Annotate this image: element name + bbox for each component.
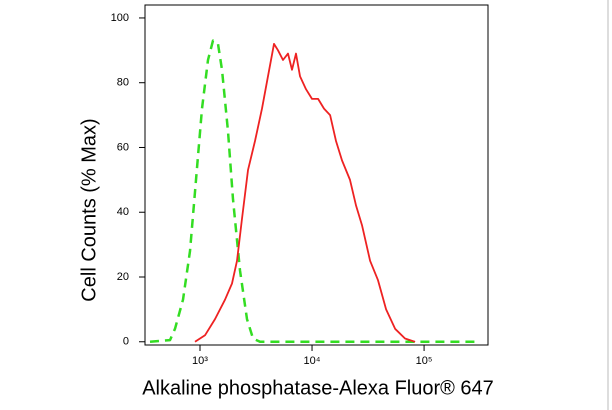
- y-tick-label: 80: [117, 77, 129, 89]
- y-axis-label: Cell Counts (% Max): [78, 118, 100, 301]
- plot-frame: [144, 4, 489, 346]
- series-line: [149, 39, 478, 344]
- y-tick-label: 100: [111, 12, 129, 24]
- y-tick-label: 0: [123, 336, 129, 348]
- x-tick-label: 10⁵: [416, 355, 433, 367]
- x-tick-label: 10³: [192, 355, 208, 367]
- y-tick-label: 60: [117, 141, 129, 153]
- x-axis-label: Alkaline phosphatase-Alexa Fluor® 647: [142, 377, 494, 399]
- y-tick-label: 40: [117, 206, 129, 218]
- series-line: [194, 43, 416, 343]
- x-tick-label: 10⁴: [304, 355, 321, 367]
- y-tick-label: 20: [117, 271, 129, 283]
